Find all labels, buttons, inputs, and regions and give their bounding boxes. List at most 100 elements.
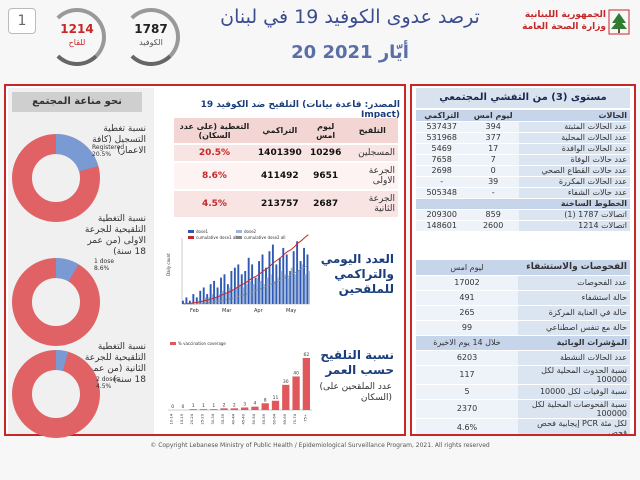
dose2-bar <box>235 287 238 304</box>
table-row: 531968 377 عدد الحالات المحلية <box>416 132 630 144</box>
dose1-bar <box>299 261 302 304</box>
cell-coverage: 20.5% <box>174 143 255 162</box>
age-bar <box>271 400 280 410</box>
indicators-heading: المؤشرات الوبائية <box>518 335 630 351</box>
cell-cumulative: 7658 <box>416 154 468 166</box>
cell-value: 117 <box>416 365 518 385</box>
legend-swatch <box>236 236 242 239</box>
hotline-1787-value: 1787 <box>134 22 168 36</box>
lab-header-row: ليوم امس الفحوصات والاستشفاء <box>416 260 630 276</box>
cell-cumulative: 531968 <box>416 132 468 144</box>
age-chart-sublabel: (عدد الملقحين على السكان) <box>319 382 392 403</box>
cell-cumulative: 5469 <box>416 143 468 155</box>
dose2-bar <box>301 264 303 304</box>
table-row: 7658 7 عدد حالات الوفاة <box>416 154 630 166</box>
cell-value: 265 <box>416 305 518 321</box>
bar-value-label: 3 <box>243 401 246 407</box>
cell-key: عدد حالات الوفاة <box>518 154 630 166</box>
cumulative-dose1-line <box>183 234 309 305</box>
dose2-bar <box>214 297 217 304</box>
dose2-bar <box>225 294 227 304</box>
cell-yesterday: 377 <box>467 132 519 144</box>
cell-key: عدد الحالات الوافدة <box>518 143 630 155</box>
y-axis-label: Daily count <box>166 253 171 276</box>
table-row: 265 حالة في العناية المركزة <box>416 305 630 321</box>
cell-yesterday: 394 <box>467 121 519 133</box>
vaccination-panel: نحو مناعة المجتمع نسبة تغطية التسجيل (كا… <box>4 84 406 438</box>
donut-covered <box>12 350 100 438</box>
cell-today: 10296 <box>304 143 347 162</box>
cell-key: إيجابية فحص PCR لكل مئة فحص <box>518 418 630 434</box>
cell-key: حالة مع تنفس اصطناعي <box>518 320 630 336</box>
outbreak-level-heading: مستوى (3) من التفشي المجتمعي <box>416 88 630 108</box>
age-bar <box>282 384 290 410</box>
cell-coverage: 8.6% <box>174 161 255 190</box>
cell-value: 2370 <box>416 399 518 419</box>
age-category-label: 30-34 <box>211 413 215 424</box>
bar-value-label: 30 <box>283 379 289 385</box>
cell-yesterday: 2600 <box>467 220 519 232</box>
cell-value: 99 <box>416 320 518 336</box>
indicators-header-row: خلال 14 يوم الاخيرة المؤشرات الوبائية <box>416 335 630 351</box>
cell-cumulative: 213757 <box>254 189 305 217</box>
cell-name: المسجلين <box>346 143 398 162</box>
cell-value: 4.6% <box>416 418 518 434</box>
dose1-bar <box>271 244 274 304</box>
table-row: 4.5% 213757 2687 الجرعة الثانية <box>174 189 398 217</box>
dose1-bar <box>185 297 188 304</box>
donut-dose2 <box>12 350 100 438</box>
age-bar <box>261 403 269 410</box>
table-row: 5 نسبة الوفيات لكل 10000 <box>416 384 630 400</box>
daily-vaccination-chart: dose1 dose2 cumulative dose1 all cumulative… <box>166 229 310 314</box>
headset-icon <box>48 8 106 66</box>
dose1-bar <box>223 274 226 304</box>
dose1-bar <box>206 294 209 304</box>
dose2-bar <box>276 277 279 304</box>
dose2-bar <box>252 284 255 304</box>
age-category-label: 55-59 <box>262 413 266 424</box>
age-category-label: 35-39 <box>221 413 225 424</box>
cell-name: الجرعة الثانية <box>346 189 398 217</box>
dose1-bar <box>199 290 202 304</box>
bar-value-label: 1 <box>192 403 195 409</box>
legend-swatch <box>236 230 242 233</box>
table-row: 99 حالة مع تنفس اصطناعي <box>416 320 630 336</box>
table-row: 505348- عدد حالات الشفاء <box>416 187 630 199</box>
cedar-icon <box>608 9 630 35</box>
cell-today: 2687 <box>304 189 347 217</box>
bar-value-label: 1 <box>202 403 205 409</box>
x-tick-label: May <box>286 308 296 314</box>
daily-chart-label: العدد اليومي والتراكمي للملقحين <box>320 252 394 296</box>
dose2-bar <box>294 274 296 304</box>
cumulative-dose2-line <box>183 264 309 305</box>
age-category-label: 60-64 <box>273 413 277 424</box>
hotline-1787-label: الكوفيد <box>139 38 163 47</box>
headset-icon <box>122 8 180 66</box>
herd-immunity-column: نحو مناعة المجتمع نسبة تغطية التسجيل (كا… <box>8 88 154 438</box>
bar-value-label: 4 <box>253 401 256 407</box>
cell-key: عدد الحالات المكررة <box>518 176 630 188</box>
bar-value-label: 0 <box>171 404 174 410</box>
dose2-bar <box>283 274 286 304</box>
age-chart-label: نسبة التلقيح حسب العمر <box>320 348 394 377</box>
dose2-bar <box>259 280 262 304</box>
report-date: 20 أيّار 2021 <box>291 42 409 63</box>
age-bar <box>230 408 238 410</box>
age-bar <box>220 408 228 410</box>
cell-value: 6203 <box>416 350 518 366</box>
cell-coverage: 4.5% <box>174 189 255 217</box>
vaccination-table-title: التلقيح ضد الكوفيد 19 (المصدر: قاعدة بيا… <box>200 100 400 120</box>
dose2-bar <box>200 300 203 304</box>
dose1-bar <box>296 241 299 304</box>
donut-covered <box>12 258 100 346</box>
age-category-label: 45-49 <box>242 413 246 424</box>
table-row: 20.5% 1401390 10296 المسجلين <box>174 143 398 162</box>
cell-cumulative: 411492 <box>254 161 305 190</box>
dose1-bar <box>292 251 295 304</box>
age-category-label: 70-74 <box>293 413 297 424</box>
dose1-bar <box>220 277 222 304</box>
table-row: 6203 عدد الحالات النشطة <box>416 350 630 366</box>
age-bar <box>302 358 310 410</box>
donut-registered <box>12 134 100 222</box>
dose1-bar <box>303 247 305 304</box>
